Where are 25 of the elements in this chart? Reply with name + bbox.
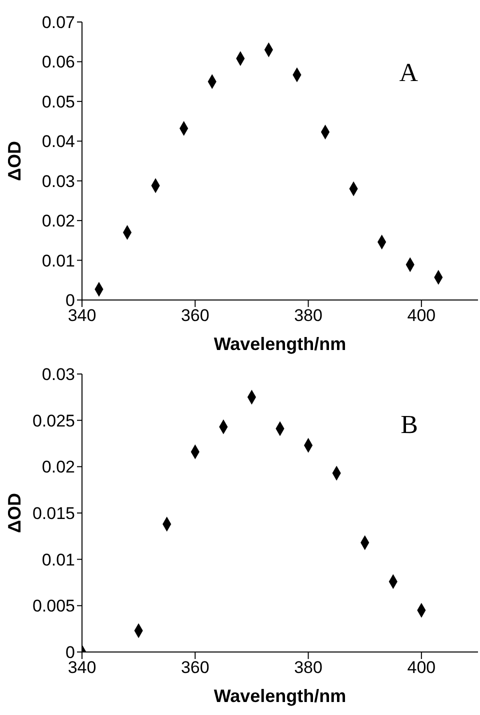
x-tick-label: 360: [180, 658, 210, 678]
y-tick-label: 0.07: [42, 13, 75, 32]
y-tick-label: 0.02: [42, 212, 75, 231]
x-tick-label: 400: [407, 306, 436, 326]
annotation: A: [399, 58, 418, 88]
y-axis-title: ΔOD: [4, 493, 24, 533]
y-tick-label: 0.05: [42, 92, 75, 112]
y-tick-label: 0.015: [32, 504, 75, 524]
y-tick-label: 0.01: [42, 550, 75, 570]
x-axis-title: Wavelength/nm: [214, 686, 346, 706]
y-tick-label: 0.03: [42, 172, 75, 191]
y-tick-label: 0.005: [32, 596, 75, 616]
y-tick-label: 0.03: [42, 365, 75, 384]
x-tick-label: 380: [294, 306, 322, 326]
x-tick-label: 380: [294, 658, 322, 678]
annotation: B: [400, 410, 418, 440]
x-axis-title: Wavelength/nm: [214, 334, 346, 354]
y-tick-label: 0.025: [32, 411, 75, 430]
y-tick-label: 0.04: [42, 132, 75, 152]
y-tick-label: 0.02: [42, 458, 75, 477]
y-axis-title: ΔOD: [4, 141, 24, 181]
y-tick-label: 0.06: [42, 52, 75, 72]
x-tick-label: 360: [180, 306, 210, 326]
y-tick-label: 0.01: [42, 251, 75, 270]
x-tick-label: 400: [407, 658, 436, 678]
